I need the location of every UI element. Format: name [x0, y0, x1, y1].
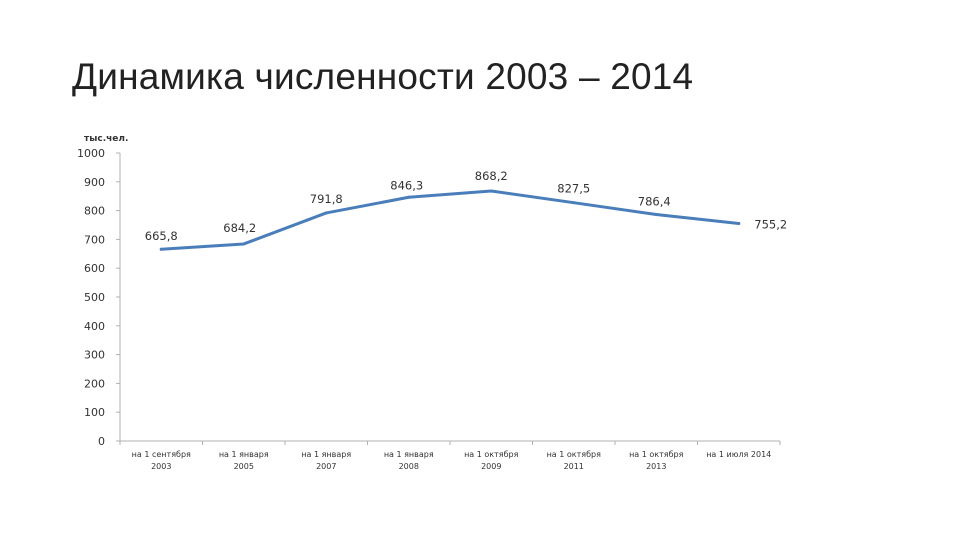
y-tick-label: 700	[84, 233, 105, 246]
x-category-label: на 1 января	[384, 450, 434, 459]
data-point	[324, 211, 328, 215]
x-category-year: 2013	[646, 462, 666, 471]
y-tick-label: 0	[98, 435, 105, 448]
x-category-label: на 1 января	[219, 450, 269, 459]
y-axis-unit-label: тыс.чел.	[84, 134, 128, 144]
y-tick-label: 600	[84, 262, 105, 275]
y-tick-label: 500	[84, 291, 105, 304]
data-label: 755,2	[754, 218, 787, 232]
data-point	[242, 242, 246, 246]
data-label: 786,4	[638, 195, 671, 209]
x-category-year: 2009	[481, 462, 501, 471]
y-tick-label: 800	[84, 205, 105, 218]
y-tick-label: 1000	[77, 147, 105, 160]
data-point	[737, 222, 741, 226]
x-category-label: на 1 октября	[547, 450, 602, 459]
x-axis-categories: на 1 сентября 2003 на 1 января 2005 на 1 янв…	[119, 441, 781, 471]
x-category-label: на 1 сентября	[132, 450, 191, 459]
data-labels: 665,8 684,2 791,8 846,3 868,2 827,5 786,4 755,2	[145, 169, 787, 243]
x-category-year: 2005	[234, 462, 254, 471]
x-category-label: на 1 октября	[464, 450, 519, 459]
x-category-year: 2007	[316, 462, 336, 471]
data-label: 868,2	[475, 169, 508, 183]
x-category-year: 2008	[399, 462, 419, 471]
y-tick-label: 200	[84, 377, 105, 390]
data-label: 791,8	[310, 192, 343, 206]
y-tick-label: 100	[84, 406, 105, 419]
data-point	[159, 247, 163, 251]
data-label: 684,2	[223, 221, 256, 235]
x-category-label: на 1 января	[301, 450, 351, 459]
data-label: 827,5	[557, 182, 590, 196]
x-category-label: на 1 июля 2014	[706, 450, 771, 459]
chart-axes	[119, 153, 780, 442]
y-tick-label: 900	[84, 176, 105, 189]
data-label: 846,3	[390, 178, 423, 192]
data-point	[407, 195, 411, 199]
series-line	[159, 189, 741, 251]
x-category-year: 2003	[151, 462, 171, 471]
y-tick-label: 300	[84, 349, 105, 362]
x-category-label: на 1 октября	[629, 450, 684, 459]
series-group	[159, 189, 741, 251]
data-label: 665,8	[145, 229, 178, 243]
x-category-year: 2011	[564, 462, 584, 471]
y-tick-label: 400	[84, 320, 105, 333]
data-point	[654, 213, 658, 217]
y-axis-ticks: 0 100 200 300 400 500 600 700 800 900 1000	[77, 147, 120, 448]
data-point	[572, 201, 576, 205]
data-point	[489, 189, 493, 193]
slide-title: Динамика численности 2003 – 2014	[72, 56, 694, 97]
